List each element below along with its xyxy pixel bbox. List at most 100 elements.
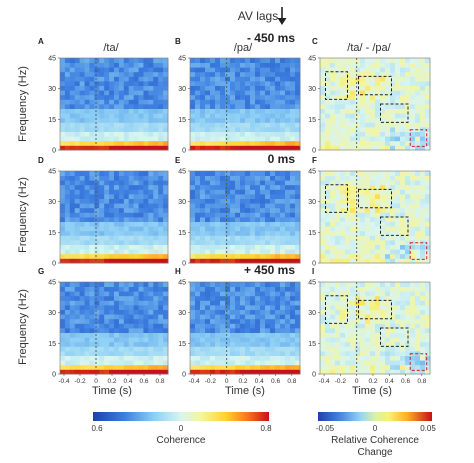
heatmap-cell [330,136,336,142]
heatmap-cell [295,286,301,292]
heatmap-cell [425,351,431,356]
heatmap-cell [94,295,100,301]
heatmap-cell [370,113,376,119]
relative-change-colorbar-label-1: Relative Coherence [331,435,419,446]
heatmap-cell [355,286,361,292]
heatmap-cell [335,305,341,310]
heatmap-cell [290,184,296,190]
heatmap-cell [275,253,281,259]
heatmap-cell [385,171,391,176]
heatmap-cell [405,346,411,352]
heatmap-cell [104,286,110,292]
heatmap-cell [295,180,301,186]
heatmap-cell [104,364,110,370]
heatmap-cell [230,99,236,105]
heatmap-cell [365,207,371,213]
heatmap-cell [235,328,241,333]
heatmap-cell [205,99,211,105]
heatmap-cell [420,217,426,222]
heatmap-cell [410,244,416,250]
heatmap-cell [230,314,236,320]
heatmap-cell [94,94,100,100]
heatmap-cell [69,314,76,320]
heatmap-cell [340,217,346,222]
heatmap-cell [60,145,66,151]
heatmap-cell [340,360,346,366]
heatmap-cell [420,360,426,366]
heatmap-cell [195,235,201,241]
heatmap-cell [370,258,376,264]
heatmap-cell [200,203,206,209]
heatmap-cell [109,295,115,301]
heatmap-cell [79,127,85,132]
heatmap-cell [60,341,66,347]
heatmap-cell [99,194,105,199]
heatmap-cell [335,171,341,176]
heatmap-cell [235,314,241,320]
heatmap-cell [290,360,296,366]
heatmap-cell [230,127,236,132]
heatmap-cell [335,203,341,209]
heatmap-cell [190,99,196,105]
heatmap-cell [425,127,431,132]
heatmap-cell [210,62,216,68]
heatmap-cell [400,364,406,370]
heatmap-cell [370,108,376,114]
heatmap-cell [104,81,110,86]
heatmap-cell [360,355,366,361]
heatmap-cell [123,145,130,151]
heatmap-cell [255,58,261,63]
heatmap-cell [163,90,169,96]
heatmap-cell [138,184,144,190]
heatmap-cell [390,314,396,320]
heatmap-cell [245,85,251,91]
heatmap-cell [205,180,211,186]
heatmap-cell [114,300,120,306]
heatmap-cell [118,198,125,204]
heatmap-cell [415,282,421,287]
heatmap-cell [148,369,154,375]
heatmap-cell [395,136,401,142]
heatmap-cell [380,332,386,338]
heatmap-cell [320,117,326,123]
heatmap-cell [270,240,276,245]
heatmap-cell [235,58,241,63]
heatmap-cell [220,136,226,142]
heatmap-cell [400,360,406,366]
heatmap-cell [158,122,164,128]
heatmap-cell [69,258,76,264]
heatmap-cell [285,217,291,222]
heatmap-cell [295,328,301,333]
heatmap-cell [280,99,286,105]
heatmap-cell [118,140,125,146]
heatmap-cell [79,351,85,356]
heatmap-cell [225,291,231,297]
heatmap-cell [64,212,71,218]
heatmap-cell [230,108,236,114]
heatmap-cell [330,67,336,73]
heatmap-cell [153,249,159,255]
heatmap-cell [320,369,326,375]
heatmap-cell [128,314,135,320]
heatmap-cell [245,90,251,96]
heatmap-cell [128,140,135,146]
heatmap-cell [225,249,231,255]
heatmap-cell [225,122,231,128]
heatmap-cell [60,323,66,329]
heatmap-cell [60,67,66,73]
heatmap-cell [410,108,416,114]
heatmap-cell [195,332,201,338]
heatmap-cell [69,122,76,128]
heatmap-cell [425,300,431,306]
heatmap-cell [250,108,256,114]
heatmap-cell [114,240,120,245]
heatmap-cell [275,249,281,255]
heatmap-cell [143,240,149,245]
heatmap-cell [375,184,381,190]
heatmap-cell [275,99,281,105]
heatmap-cell [385,180,391,186]
heatmap-cell [200,291,206,297]
heatmap-cell [84,131,90,137]
heatmap-cell [64,221,71,227]
heatmap-cell [275,244,281,250]
